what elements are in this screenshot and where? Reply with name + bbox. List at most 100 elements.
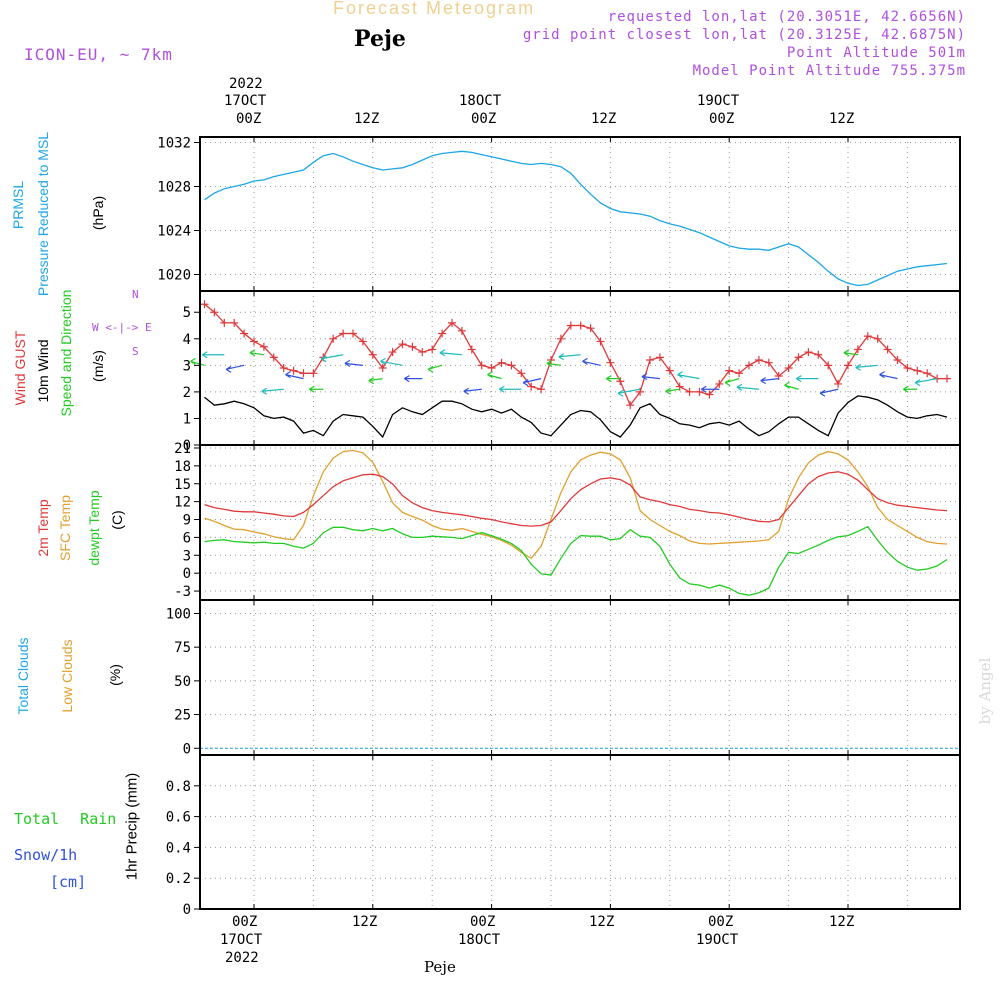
chart-title: Forecast Meteogram: [333, 0, 536, 18]
gust-marker: [784, 364, 793, 372]
cloud-frame: [199, 599, 961, 756]
pressure-line: [204, 150, 948, 287]
wind-ytick-label: 3: [183, 358, 191, 374]
wind-ytick-label: 5: [183, 305, 191, 321]
gust-marker: [418, 348, 427, 357]
cloud-ytick-label: 100: [166, 606, 191, 622]
snow-label: Snow/1h: [14, 846, 78, 864]
wind-speed-line: [204, 395, 948, 439]
temp-ytick-label: -3: [174, 584, 191, 600]
gust-marker: [448, 318, 456, 327]
wind-direction-arrow: [902, 385, 918, 393]
pressure-ytick-label: 1032: [157, 136, 191, 152]
top-hour-label: 00Z: [471, 111, 497, 127]
wind-direction-arrow: [380, 357, 403, 366]
gust-marker: [705, 390, 714, 399]
bottom-hour-label: 00Z: [470, 914, 496, 930]
precip-ytick-label: 0.4: [166, 840, 191, 856]
gust-marker: [309, 369, 318, 378]
gust-marker: [269, 353, 278, 362]
model-name: ICON-EU, ~ 7km: [24, 45, 173, 64]
bottom-date-label: 19OCT: [696, 932, 739, 948]
model-point-altitude: Model Point Altitude 755.375m: [692, 63, 966, 79]
bottom-year-label: 2022: [225, 950, 259, 966]
wind-direction-arrow: [795, 375, 819, 383]
compass-east-west: W <-|-> E: [92, 321, 152, 334]
gust-marker: [764, 358, 773, 367]
grid-point-location: grid point closest lon,lat (20.3125E, 42…: [522, 27, 966, 43]
gust-marker: [358, 337, 367, 346]
temp-frame: [199, 444, 961, 601]
requested-location: requested lon,lat (20.3051E, 42.6656N): [607, 9, 966, 25]
wind-direction-arrow: [190, 357, 205, 366]
gust-marker: [596, 337, 605, 346]
gust-marker: [527, 382, 536, 391]
pressure-ytick-label: 1020: [157, 268, 191, 284]
bottom-hour-label: 12Z: [829, 914, 855, 930]
temp-ytick-label: 0: [183, 566, 191, 582]
bottom-hour-label: 12Z: [589, 914, 615, 930]
gust-marker: [863, 332, 872, 341]
gust-marker: [754, 356, 763, 365]
gust-marker: [794, 353, 803, 362]
wind-direction-arrow: [724, 378, 740, 387]
gust-marker: [626, 401, 635, 410]
gust-marker: [586, 324, 595, 333]
gust-marker: [299, 369, 308, 378]
gust-marker: [943, 374, 951, 383]
gust-marker: [903, 364, 912, 372]
snow-unit-label: [cm]: [50, 873, 87, 891]
gust-marker: [477, 361, 486, 370]
wind-direction-arrow: [665, 387, 680, 395]
bottom-date-label: 18OCT: [458, 932, 501, 948]
gust-marker: [606, 358, 615, 367]
compass-south: S: [132, 345, 139, 358]
gust-marker: [259, 342, 268, 351]
wind-direction-arrow: [700, 385, 720, 393]
dewpt-line: [204, 525, 948, 596]
gust-marker: [715, 379, 724, 388]
wind-direction-arrow: [605, 375, 621, 383]
gust-marker: [745, 361, 753, 370]
cloud-ytick-label: 25: [174, 708, 191, 724]
gust-marker: [695, 387, 704, 396]
wind-direction-arrow: [498, 385, 522, 393]
precip-frame: [199, 754, 961, 910]
wind-direction-arrow: [819, 388, 839, 397]
total-rain-label: Total Rain: [14, 810, 117, 828]
bottom-date-label: 17OCT: [220, 932, 263, 948]
wind-direction-arrow: [427, 364, 443, 373]
gust-marker: [467, 345, 476, 354]
gust-marker: [913, 366, 922, 375]
gust-marker: [368, 350, 377, 359]
cloud-ytick-label: 50: [174, 674, 191, 690]
cloud-ytick-label: 0: [183, 741, 191, 757]
gust-marker: [388, 348, 397, 357]
gust-marker: [408, 342, 417, 351]
wind-direction-arrow: [285, 371, 304, 380]
bottom-hour-label: 12Z: [352, 914, 378, 930]
cloud-ytick-label: 75: [174, 640, 191, 656]
gust-marker: [725, 366, 734, 375]
gust-marker: [210, 308, 219, 317]
gust-marker: [457, 326, 466, 335]
wind-direction-arrow: [736, 383, 759, 391]
wind-direction-arrow: [249, 349, 264, 357]
gust-marker: [685, 387, 694, 396]
temp-ytick-label: 15: [174, 477, 191, 493]
gust-marker: [537, 385, 546, 394]
temp-ytick-label: 18: [174, 459, 191, 475]
wind-direction-arrow: [677, 371, 700, 380]
gust-marker: [735, 369, 744, 378]
top-date-label: 19OCT: [697, 93, 740, 109]
gust-marker: [329, 334, 338, 343]
gust-marker: [834, 379, 843, 388]
gust-marker: [636, 387, 645, 396]
temp-ytick-label: 3: [183, 548, 191, 564]
wind-direction-arrow: [855, 363, 878, 371]
wind-direction-arrow: [760, 377, 779, 385]
gust-marker: [844, 361, 852, 370]
top-date-label: 18OCT: [459, 93, 502, 109]
wind-direction-arrow: [617, 388, 641, 397]
precip-ytick-label: 0.8: [166, 779, 191, 795]
